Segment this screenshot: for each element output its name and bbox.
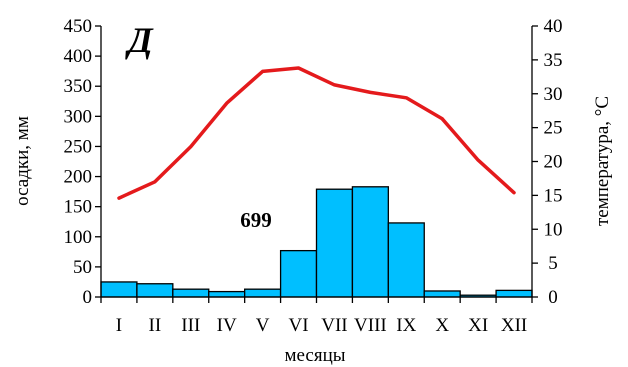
right-tick-label: 0 xyxy=(548,287,558,308)
left-tick-label: 300 xyxy=(64,106,93,127)
x-ticks: I II III IV V VI VII VIII IX X XI XII xyxy=(100,297,533,336)
precip-bar-XII xyxy=(495,289,533,298)
left-y-axis-title: осадки, мм xyxy=(12,116,33,206)
precipitation-bars xyxy=(100,186,533,298)
x-tick-label-V: V xyxy=(256,315,270,336)
precip-bar-IX xyxy=(387,222,425,298)
x-tick-label-X: X xyxy=(435,315,449,336)
precip-bar-III xyxy=(172,288,210,298)
chart-letter: Д xyxy=(125,20,154,60)
x-tick-label-VII: VII xyxy=(321,315,347,336)
x-tick-label-I: I xyxy=(116,315,122,336)
left-tick-label: 50 xyxy=(73,257,92,278)
x-tick-label-VI: VI xyxy=(289,315,309,336)
precip-bar-I xyxy=(100,281,138,298)
x-tick-label-XII: XII xyxy=(501,315,527,336)
left-tick-label: 100 xyxy=(64,227,93,248)
right-tick-label: 10 xyxy=(544,219,563,240)
left-tick-label: 200 xyxy=(64,167,93,188)
temperature-line xyxy=(117,66,516,200)
right-tick-label: 15 xyxy=(544,185,563,206)
x-tick-label-IV: IV xyxy=(217,315,237,336)
x-axis-title: месяцы xyxy=(284,345,345,366)
left-y-ticks: 0 50 100 150 200 250 300 350 400 450 xyxy=(64,16,101,308)
precip-bar-II xyxy=(136,283,174,298)
left-tick-label: 350 xyxy=(64,76,93,97)
x-tick-label-IX: IX xyxy=(396,315,416,336)
right-tick-label: 20 xyxy=(544,152,563,173)
right-tick-label: 30 xyxy=(544,84,563,105)
x-tick-label-XI: XI xyxy=(468,315,488,336)
right-tick-label: 25 xyxy=(544,118,563,139)
annual-total-label: 699 xyxy=(240,208,272,232)
left-tick-label: 250 xyxy=(64,136,93,157)
right-tick-label: 5 xyxy=(548,253,558,274)
x-tick-label-III: III xyxy=(181,315,200,336)
left-tick-label: 450 xyxy=(64,16,93,37)
x-tick-label-II: II xyxy=(149,315,162,336)
precip-bar-IV xyxy=(208,290,246,298)
left-tick-label: 150 xyxy=(64,197,93,218)
left-tick-label: 400 xyxy=(64,46,93,67)
right-tick-label: 40 xyxy=(544,16,563,37)
right-y-ticks: 0 5 10 15 20 25 30 35 40 xyxy=(532,16,563,308)
precip-bar-VII xyxy=(315,188,354,298)
x-tick-label-VIII: VIII xyxy=(354,315,387,336)
precip-bar-VIII xyxy=(351,186,389,298)
precip-bar-VI xyxy=(279,249,318,298)
left-tick-label: 0 xyxy=(83,287,93,308)
precip-bar-V xyxy=(244,288,282,298)
right-tick-label: 35 xyxy=(544,50,563,71)
precip-bar-X xyxy=(423,290,461,298)
right-y-axis-title: температура, °C xyxy=(592,96,613,226)
